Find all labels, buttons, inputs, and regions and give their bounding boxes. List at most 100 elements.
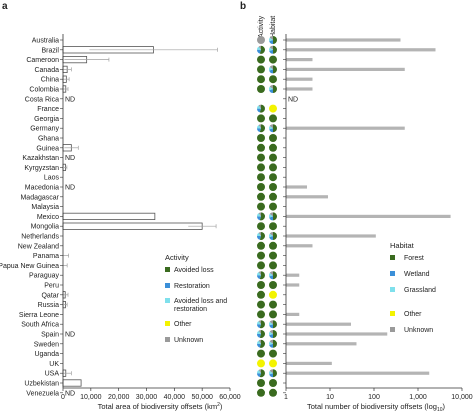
habitat-pie-macedonia-slice-0: [269, 183, 277, 191]
activity-pie-venezuela: [257, 388, 265, 397]
habitat-pie-china-slice-0: [269, 75, 277, 84]
legend-label-wetland: Wetland: [404, 271, 430, 278]
country-label-a-laos: Laos: [44, 175, 60, 182]
legend-label-unknown: Unknown: [174, 337, 203, 344]
habitat-pie-qatar: [269, 290, 277, 299]
habitat-pie-south-africa-slice-2: [269, 321, 273, 326]
activity-pie-mongolia: [257, 222, 265, 231]
activity-pie-china: [257, 75, 265, 84]
bar-b-china: [286, 77, 313, 81]
country-label-a-kazakhstan: Kazakhstan: [22, 155, 59, 162]
habitat-pie-uzbekistan-slice-0: [269, 379, 277, 387]
panel-a-x-axis: 0 10,000 20,000 30,000 40,000 50,000 60,000: [60, 34, 241, 401]
country-label-a-peru: Peru: [44, 283, 59, 290]
habitat-pie-netherlands-slice-3: [269, 232, 273, 236]
activity-pie-south-africa-slice-0: [259, 320, 266, 329]
activity-pie-sierra-leone: [257, 310, 265, 319]
habitat-pie-usa-slice-3: [269, 369, 273, 374]
activity-pie-germany-slice-2: [257, 124, 261, 129]
activity-pie-madagascar: [257, 192, 265, 201]
habitat-pie-spain-slice-1: [269, 334, 273, 338]
habitat-pie-papua-new-guinea: [269, 261, 277, 270]
activity-pie-laos-slice-0: [257, 173, 265, 182]
habitat-pie-paraguay-slice-3: [269, 271, 273, 276]
country-label-a-costa-rica: Costa Rica: [25, 96, 59, 103]
habitat-pie-germany-slice-1: [269, 128, 273, 133]
bar-b-mexico: [286, 214, 451, 218]
activity-pie-georgia: [257, 114, 265, 123]
activity-pie-usa-slice-1: [257, 373, 261, 378]
habitat-pie-germany: [269, 124, 277, 133]
country-label-a-france: France: [37, 106, 59, 113]
habitat-pie-canada-slice-0: [273, 65, 277, 74]
legend-label-restoration: Restoration: [174, 283, 210, 290]
x-tick-label-a-4: 40,000: [164, 394, 186, 401]
panel-b-x-axis-title: Total number of biodiversity offsets (lo…: [307, 402, 446, 413]
panel-b: b Activity Habitat ND 1 10 100 1,000 10,000 …: [240, 1, 473, 413]
activity-pie-usa-slice-2: [257, 369, 261, 374]
activity-pie-russia-slice-0: [257, 300, 265, 309]
habitat-pie-malaysia-slice-0: [269, 202, 277, 211]
activity-pie-usa: [257, 369, 266, 378]
habitat-pie-germany-slice-0: [273, 124, 277, 133]
activity-pie-uganda: [257, 349, 265, 358]
activity-pie-sweden-slice-0: [259, 339, 265, 348]
habitat-pie-uganda: [269, 349, 277, 358]
habitat-legend: Habitat Forest Wetland Grassland Other U…: [390, 241, 436, 334]
habitat-pie-netherlands-slice-0: [273, 232, 277, 240]
country-label-a-venezuela: Venezuela: [26, 390, 59, 397]
habitat-pie-colombia: [269, 85, 277, 93]
legend-label-grassland: Grassland: [404, 287, 436, 294]
activity-pie-mexico-slice-0: [259, 212, 265, 221]
habitat-pie-south-africa-slice-1: [269, 324, 273, 329]
legend-label-habitat-unknown: Unknown: [404, 327, 433, 334]
habitat-pie-sweden-slice-2: [269, 341, 273, 346]
bar-b-cameroon: [286, 58, 313, 62]
activity-pie-netherlands: [257, 232, 265, 240]
habitat-pie-south-africa-slice-0: [273, 320, 277, 329]
activity-pie-netherlands-slice-3: [258, 232, 261, 236]
habitat-pie-colombia-slice-3: [269, 85, 273, 89]
bar-b-netherlands: [286, 234, 376, 238]
habitat-pie-mexico-slice-0: [273, 212, 277, 221]
activity-pie-sweden-slice-1: [257, 343, 261, 348]
habitat-pie-canada: [269, 65, 277, 74]
panel-a-bars: Australia Brazil Cameroon Canada China Colomb…: [0, 38, 218, 397]
bar-a-uzbekistan: [62, 379, 82, 387]
activity-pie-ghana-slice-0: [257, 134, 265, 142]
habitat-pie-australia-slice-1: [269, 40, 273, 44]
activity-pie-peru: [257, 281, 265, 289]
activity-pie-south-africa: [257, 320, 266, 329]
habitat-pie-uganda-slice-0: [269, 349, 277, 358]
activity-pie-australia: [257, 36, 265, 44]
country-label-a-guinea: Guinea: [36, 145, 59, 152]
x-tick-label-b-3: 1,000: [409, 394, 427, 401]
activity-pie-paraguay-slice-2: [257, 271, 261, 276]
activity-pie-panama: [257, 251, 265, 260]
habitat-pie-paraguay-slice-2: [269, 272, 273, 277]
country-label-a-canada: Canada: [34, 67, 59, 74]
country-label-a-uganda: Uganda: [34, 351, 59, 358]
panel-a-x-axis-title: Total area of biodiversity offsets (km2): [98, 402, 223, 411]
bar-b-sierra-leone: [286, 312, 300, 316]
activity-pie-kyrgyzstan: [257, 163, 265, 172]
habitat-pie-russia-slice-0: [269, 300, 277, 309]
country-label-a-new-zealand: New Zealand: [18, 243, 59, 250]
habitat-pie-peru: [269, 281, 277, 289]
habitat-pie-mongolia-slice-0: [269, 222, 277, 231]
country-label-a-macedonia: Macedonia: [25, 185, 59, 192]
bar-b-macedonia: [286, 185, 307, 189]
activity-pie-germany-slice-3: [258, 124, 261, 129]
activity-pie-usa-slice-0: [259, 369, 266, 378]
activity-pie-paraguay-slice-0: [259, 271, 266, 280]
habitat-pie-uzbekistan: [269, 379, 277, 387]
activity-pie-qatar-slice-0: [257, 290, 265, 299]
x-tick-label-a-1: 10,000: [80, 394, 102, 401]
habitat-pie-south-africa-slice-3: [269, 320, 273, 325]
habitat-pie-usa-slice-0: [273, 369, 277, 378]
habitat-pie-usa: [269, 369, 277, 378]
activity-pie-mexico-slice-2: [257, 213, 261, 217]
nd-label-a-kazakhstan: ND: [65, 155, 75, 162]
country-label-a-ghana: Ghana: [38, 136, 59, 143]
activity-pie-panama-slice-0: [257, 251, 265, 260]
